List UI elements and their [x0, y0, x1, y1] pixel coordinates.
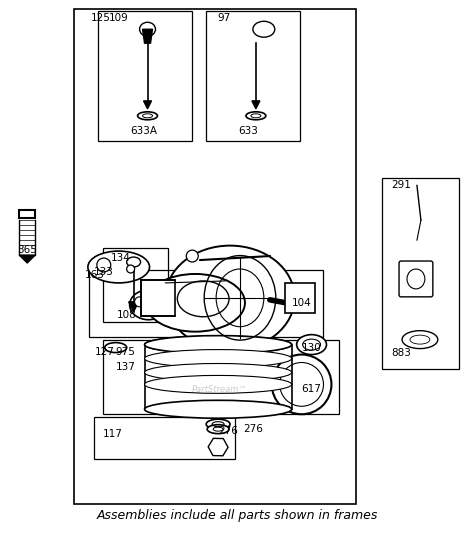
Text: 137: 137: [116, 363, 136, 372]
Polygon shape: [19, 255, 35, 263]
Text: 133: 133: [94, 267, 114, 277]
Ellipse shape: [145, 335, 292, 354]
Text: 883: 883: [391, 348, 411, 357]
Circle shape: [127, 265, 135, 273]
Ellipse shape: [165, 246, 295, 350]
Circle shape: [186, 250, 198, 262]
Text: 365: 365: [17, 245, 37, 255]
Ellipse shape: [206, 419, 230, 429]
Text: 127: 127: [95, 347, 115, 356]
Text: 117: 117: [103, 429, 123, 439]
Text: 97: 97: [217, 13, 230, 24]
Ellipse shape: [145, 400, 292, 418]
Text: 130: 130: [301, 342, 321, 353]
Bar: [206, 11, 300, 141]
Bar: [98, 11, 192, 141]
FancyBboxPatch shape: [399, 261, 433, 297]
Ellipse shape: [402, 331, 438, 349]
Bar: [382, 179, 459, 370]
Polygon shape: [252, 101, 260, 109]
Bar: [141, 280, 175, 316]
Ellipse shape: [145, 349, 292, 368]
Ellipse shape: [145, 335, 292, 354]
Text: 109: 109: [109, 13, 128, 24]
Text: PartStream™: PartStream™: [192, 385, 248, 394]
Text: Assemblies include all parts shown in frames: Assemblies include all parts shown in fr…: [96, 509, 378, 522]
Circle shape: [97, 258, 111, 272]
Text: 108: 108: [117, 310, 137, 320]
Bar: [94, 417, 235, 459]
Text: 276: 276: [243, 424, 263, 434]
Text: 633: 633: [238, 126, 258, 136]
Ellipse shape: [145, 376, 292, 393]
Text: 633A: 633A: [131, 126, 158, 136]
Polygon shape: [143, 29, 153, 43]
Text: 617: 617: [301, 384, 321, 394]
Bar: [285, 283, 315, 313]
Text: 291: 291: [391, 180, 411, 190]
Text: 125: 125: [91, 13, 111, 24]
Bar: [19, 210, 35, 218]
Ellipse shape: [145, 363, 292, 381]
Ellipse shape: [207, 425, 229, 434]
Polygon shape: [144, 101, 152, 109]
Bar: [74, 9, 356, 504]
Circle shape: [135, 297, 145, 307]
Ellipse shape: [297, 335, 327, 355]
Ellipse shape: [177, 281, 229, 317]
Text: 975: 975: [116, 347, 136, 356]
Ellipse shape: [129, 290, 167, 320]
Polygon shape: [128, 302, 138, 312]
Text: 163: 163: [85, 270, 105, 280]
Ellipse shape: [146, 274, 245, 332]
Text: 104: 104: [292, 298, 311, 308]
Ellipse shape: [105, 342, 127, 353]
Text: 134: 134: [111, 253, 131, 263]
Ellipse shape: [88, 251, 149, 283]
Bar: [89, 270, 323, 337]
Circle shape: [152, 306, 157, 312]
Bar: [103, 340, 339, 414]
Text: 276: 276: [218, 426, 238, 436]
Bar: [103, 248, 168, 322]
